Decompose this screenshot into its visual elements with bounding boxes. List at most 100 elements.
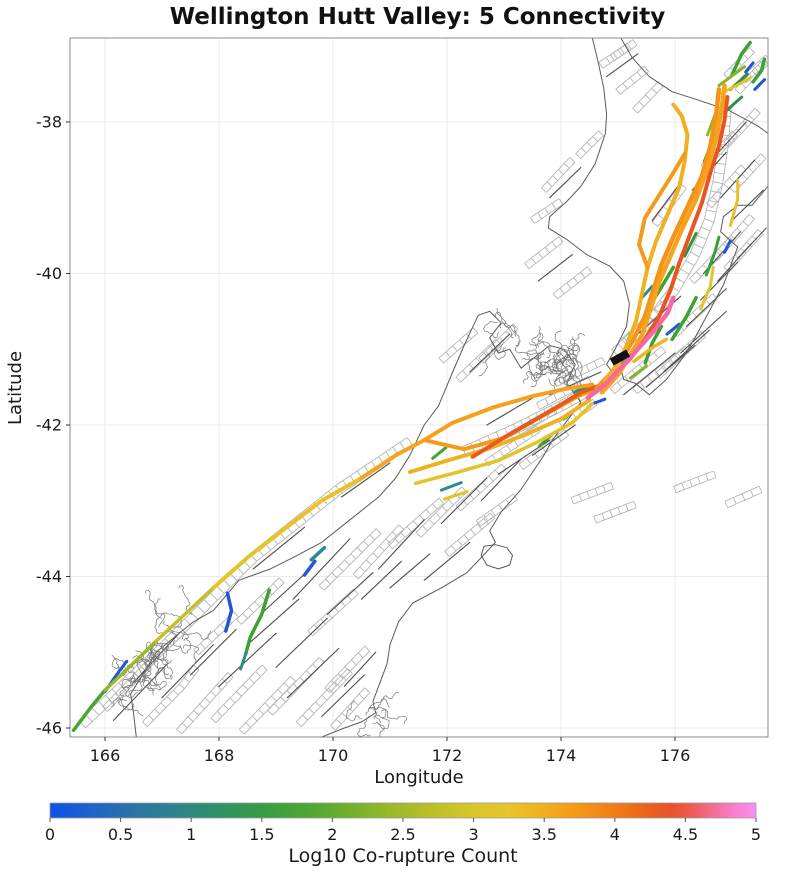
x-tick-label: 172 [432, 746, 463, 765]
rupture-path [602, 102, 690, 384]
background-fault-trace [326, 572, 374, 615]
fault-traces [112, 53, 767, 721]
y-axis-label: Latitude [5, 351, 26, 425]
coastline [620, 38, 768, 134]
coastlines [130, 38, 768, 737]
coast-scribble [182, 630, 212, 640]
background-fault-ladder [475, 493, 518, 527]
background-fault-ladder [673, 470, 717, 494]
background-fault-trace [714, 121, 747, 157]
coast-scribble [494, 311, 514, 339]
background-fault-trace [218, 632, 277, 687]
background-fault-ladder [524, 236, 564, 270]
background-fault-ladder [609, 39, 638, 61]
colorbar-tick-label: 5 [751, 825, 761, 844]
coast-scribble [118, 680, 143, 703]
coast-scribble [146, 646, 170, 660]
colorbar-tick-label: 1.5 [249, 825, 274, 844]
coast-scribble [159, 644, 173, 681]
colorbar-tick-label: 0 [45, 825, 55, 844]
rupture-path [244, 588, 271, 656]
colorbar-gradient [49, 802, 757, 819]
rupture-path [751, 57, 767, 84]
coast-scribble [537, 352, 551, 372]
background-fault-ladder [615, 65, 650, 95]
rupture-path [730, 40, 752, 77]
background-fault-trace [264, 568, 311, 612]
colorbar-label: Log10 Co-rupture Count [288, 845, 517, 867]
background-fault-ladder [324, 645, 371, 693]
background-fault-trace [685, 288, 727, 328]
background-fault-ladder [455, 463, 507, 512]
colorbar-tick-label: 0.5 [108, 825, 133, 844]
background-fault-ladder [210, 664, 268, 724]
coast-scribble [178, 585, 193, 615]
background-fault-ladder [455, 338, 502, 383]
colorbar-tick-label: 3.5 [531, 825, 556, 844]
coast-scribble [573, 357, 580, 391]
background-fault-trace [343, 651, 377, 687]
rupture-path [407, 398, 592, 474]
background-fault-trace [606, 53, 639, 78]
coast-scribble [496, 307, 517, 337]
rupture-path [103, 639, 159, 692]
coast-scribble [521, 349, 542, 361]
background-fault-trace [717, 242, 753, 282]
x-axis-label: Longitude [374, 767, 464, 788]
background-fault-trace [286, 647, 340, 699]
coast-scribble [128, 678, 154, 696]
coast-scribble [530, 360, 544, 388]
rupture-path [470, 382, 604, 459]
background-fault-ladder [318, 528, 382, 591]
coast-scribble [119, 686, 138, 698]
background-fault-trace [623, 352, 676, 396]
rupture-paths [71, 40, 767, 733]
background-fault-trace [645, 344, 696, 388]
y-tick-label: -38 [36, 113, 62, 132]
background-fault-trace [321, 674, 365, 718]
coast-scribble [146, 642, 167, 667]
coast-scribble [346, 700, 363, 722]
x-tick-label: 174 [546, 746, 577, 765]
rupture-path [683, 231, 698, 258]
rupture-path [71, 688, 107, 733]
background-fault-trace [486, 394, 539, 426]
background-fault-trace [423, 541, 471, 581]
colorbar-tick-label: 4.5 [673, 825, 698, 844]
coast-scribble [381, 709, 408, 724]
coast-scribble [522, 370, 543, 384]
coast-scribble [183, 644, 200, 666]
background-fault-ladder [444, 512, 496, 557]
axis-ticks [66, 121, 676, 741]
coast-scribble [154, 598, 166, 628]
rupture-path [302, 559, 317, 577]
background-fault-ladder [540, 157, 576, 193]
colorbar-tick-label: 2.5 [390, 825, 415, 844]
map-layer [71, 38, 768, 737]
background-fault-trace [161, 644, 214, 699]
background-fault-trace [440, 477, 488, 525]
coastline [547, 38, 768, 396]
background-fault-trace [389, 553, 431, 589]
rupture-path [699, 265, 715, 311]
rupture-path [585, 295, 676, 400]
coast-scribble [564, 336, 576, 366]
background-fault-ladder [552, 266, 592, 300]
coast-scribble [356, 715, 371, 737]
y-tick-label: -42 [36, 416, 62, 435]
colorbar-tick-label: 3 [469, 825, 479, 844]
coast-scribble [554, 344, 573, 370]
coast-scribble [478, 349, 499, 377]
coast-scribble [374, 711, 390, 730]
y-tick-label: -40 [36, 264, 62, 283]
plot-border [69, 37, 769, 738]
background-fault-trace [651, 182, 682, 222]
coast-scribble [365, 698, 390, 716]
coast-scribble [528, 341, 560, 354]
x-tick-label: 168 [204, 746, 235, 765]
coast-scribble [124, 663, 136, 688]
rupture-path [728, 178, 740, 228]
background-fault-trace [531, 424, 576, 456]
colorbar: 0 0.5 1 1.5 2 2.5 3 3.5 4 4.5 5 Log10 Co-rupture C… [45, 802, 761, 867]
coast-scribble [161, 642, 182, 652]
